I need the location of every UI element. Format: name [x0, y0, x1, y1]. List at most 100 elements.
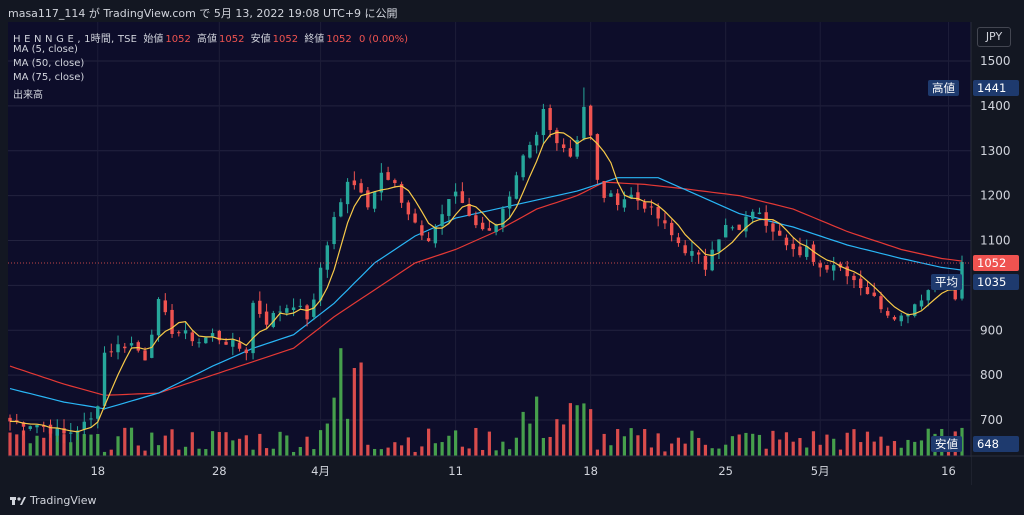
price-tick-label: 1100 — [980, 234, 1011, 248]
legend-ma50[interactable]: MA (50, close) — [13, 58, 84, 69]
candle-body — [602, 180, 606, 198]
volume-bar — [555, 419, 559, 456]
volume-bar — [379, 449, 383, 456]
candle-body — [190, 332, 194, 342]
candle-body — [386, 172, 390, 180]
volume-bar — [210, 431, 215, 456]
volume-bar — [845, 432, 849, 456]
candle-body — [811, 244, 816, 262]
volume-bar — [710, 448, 714, 456]
volume-bar — [372, 448, 377, 456]
time-axis-background — [8, 457, 971, 485]
legend-ma75[interactable]: MA (75, close) — [13, 72, 84, 83]
candle-body — [413, 213, 417, 223]
candle-body — [393, 180, 397, 184]
volume-bar — [183, 446, 188, 456]
volume-bar — [440, 442, 444, 456]
candle-body — [352, 180, 357, 186]
candle-body — [217, 330, 222, 341]
volume-bar — [616, 429, 620, 456]
volume-bar — [629, 428, 633, 456]
candle-body — [730, 227, 735, 229]
candle-body — [555, 130, 559, 144]
volume-bar — [217, 432, 221, 456]
volume-bar — [55, 429, 59, 456]
volume-bar — [123, 427, 127, 456]
volume-bar — [406, 437, 410, 456]
currency-button[interactable]: JPY — [977, 27, 1011, 47]
tradingview-brand[interactable]: TradingView — [10, 494, 96, 507]
candle-body — [325, 245, 330, 270]
publish-info: masa117_114 が TradingView.com で 5月 13, 2… — [8, 5, 398, 21]
volume-bar — [224, 432, 228, 456]
candle-body — [750, 211, 755, 219]
volume-bar — [913, 441, 917, 456]
volume-bar — [717, 448, 721, 456]
volume-bar — [285, 435, 289, 456]
candle-body — [183, 330, 188, 334]
volume-bar — [730, 436, 735, 456]
avg-tag-label-text: 平均 — [935, 275, 958, 289]
volume-bar — [433, 443, 437, 456]
ma50-path — [9, 177, 963, 410]
candle-body — [474, 215, 478, 226]
legend-volume[interactable]: 出来高 — [13, 86, 43, 101]
time-tick-label: 11 — [448, 464, 463, 478]
time-tick-label: 28 — [212, 464, 227, 478]
candle-body — [913, 304, 917, 316]
high-value: 1052 — [219, 34, 245, 45]
candle-body — [865, 287, 870, 295]
candle-body — [642, 202, 647, 209]
candle-body — [514, 175, 519, 199]
volume-bar — [643, 429, 647, 456]
volume-bar — [676, 437, 681, 456]
volume-bar — [778, 439, 782, 456]
candle-body — [35, 425, 39, 428]
candle-body — [656, 206, 660, 219]
price-tick-label: 900 — [980, 323, 1003, 337]
ma50-line — [9, 177, 963, 410]
volume-bar — [82, 434, 86, 456]
volume-bar — [177, 449, 181, 456]
volume-bar — [366, 444, 370, 456]
candle-body — [426, 238, 431, 242]
legend-ma5[interactable]: MA (5, close) — [13, 44, 78, 55]
candle-body — [669, 222, 674, 236]
volume-bar — [264, 448, 269, 456]
candle-body — [21, 422, 26, 427]
close-value: 1052 — [326, 34, 352, 45]
candle-body — [582, 106, 586, 139]
volume-bar — [609, 445, 613, 456]
candle-body — [548, 108, 552, 131]
volume-bar — [744, 432, 748, 456]
volume-bar — [798, 438, 802, 456]
price-tick-label: 1200 — [980, 189, 1011, 203]
volume-bar — [737, 434, 741, 456]
candle-body — [244, 349, 249, 354]
candle-body — [69, 432, 73, 434]
avg-tag-value-text: 1035 — [977, 275, 1007, 289]
candle-body — [872, 292, 876, 296]
volume-bar — [805, 447, 809, 456]
candle-body — [258, 300, 262, 314]
volume-bar — [852, 429, 856, 456]
candle-body — [82, 421, 86, 430]
volume-bar — [501, 441, 505, 456]
volume-bar — [251, 449, 255, 456]
volume-bar — [764, 448, 768, 456]
last-price-tag: 1052 — [973, 255, 1019, 271]
candle-body — [278, 311, 282, 313]
candle-body — [109, 351, 113, 353]
volume-bar — [528, 423, 532, 456]
candle-body — [683, 245, 687, 254]
ma5-path — [9, 131, 963, 433]
candle-body — [150, 334, 154, 358]
volume-bar — [28, 443, 32, 456]
ma5-label: MA (5, close) — [13, 44, 78, 55]
candle-body — [609, 193, 613, 197]
volume-bar — [602, 433, 606, 456]
footer-bar — [0, 489, 1024, 515]
candle-body — [8, 417, 12, 422]
volume-label: 出来高 — [13, 90, 43, 101]
